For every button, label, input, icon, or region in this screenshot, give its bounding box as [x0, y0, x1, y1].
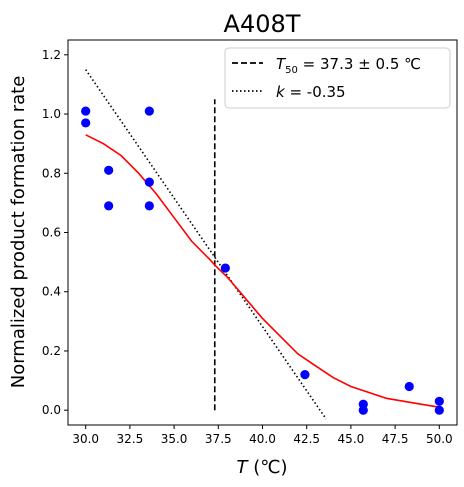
x-axis-label-unit: (℃) — [248, 457, 288, 478]
data-point — [404, 381, 414, 392]
y-tick-label: 0.4 — [42, 285, 61, 299]
x-tick-label: 30.0 — [72, 432, 99, 446]
data-point — [434, 396, 444, 406]
data-point — [300, 370, 310, 380]
data-point — [104, 165, 114, 175]
y-tick-label: 0.0 — [42, 403, 61, 417]
x-tick-label: 47.5 — [382, 432, 409, 446]
x-tick-label: 32.5 — [117, 432, 144, 446]
data-point — [220, 263, 230, 273]
y-axis: 0.0 0.2 0.4 0.6 0.8 1.0 1.2 — [42, 48, 68, 417]
data-point — [104, 201, 114, 211]
x-tick-label: 45.0 — [338, 432, 365, 446]
data-point — [144, 106, 154, 116]
y-tick-label: 1.2 — [42, 48, 61, 62]
x-axis-label-symbol: T — [237, 457, 250, 478]
data-point — [144, 201, 154, 211]
data-point — [358, 405, 368, 415]
legend: T50 = 37.3 ± 0.5 ℃ k = -0.35 — [224, 47, 451, 109]
legend-box — [224, 47, 451, 109]
x-axis-label: T (℃) — [237, 457, 288, 478]
legend-slope-label: k = -0.35 — [276, 83, 346, 101]
fit-curve — [85, 134, 440, 408]
y-axis-label: Normalized product formation rate — [8, 76, 29, 389]
data-point — [434, 405, 444, 415]
x-tick-label: 37.5 — [205, 432, 232, 446]
x-tick-label: 42.5 — [293, 432, 320, 446]
y-tick-label: 0.2 — [42, 344, 61, 358]
chart-title: A408T — [224, 10, 301, 38]
series-layer — [81, 69, 444, 420]
x-tick-label: 35.0 — [161, 432, 188, 446]
x-tick-label: 40.0 — [249, 432, 276, 446]
data-point — [81, 118, 91, 128]
data-point — [144, 177, 154, 187]
x-tick-label: 50.0 — [426, 432, 453, 446]
y-tick-label: 1.0 — [42, 107, 61, 121]
x-axis: 30.0 32.5 35.0 37.5 40.0 42.5 45.0 47.5 50.0 — [72, 425, 453, 446]
y-tick-label: 0.8 — [42, 166, 61, 180]
legend-t50-label: T50 = 37.3 ± 0.5 ℃ — [276, 55, 421, 76]
y-tick-label: 0.6 — [42, 226, 61, 240]
slope-line — [85, 69, 327, 420]
data-point — [81, 106, 91, 116]
